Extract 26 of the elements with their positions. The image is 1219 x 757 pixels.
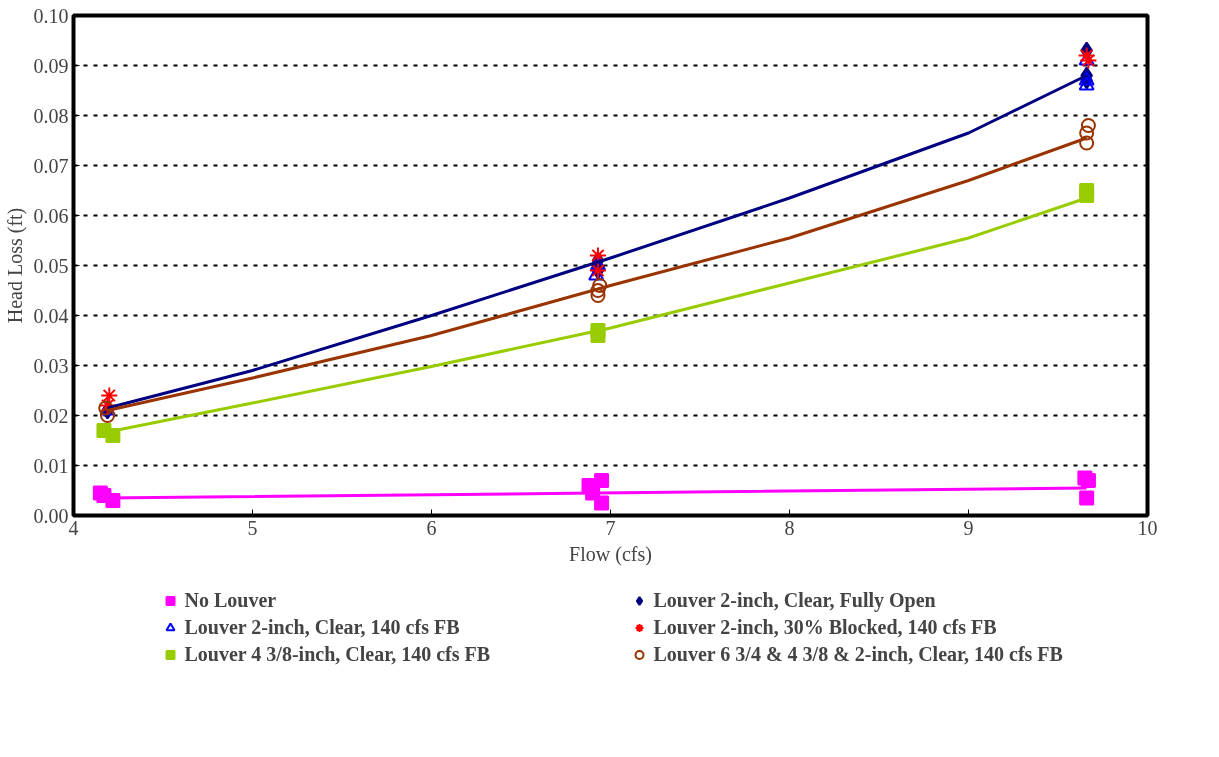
y-tick-label: 0.10 — [33, 4, 69, 27]
y-tick-label: 0.04 — [33, 304, 69, 327]
legend-label: No Louver — [184, 588, 278, 612]
legend-label: Louver 4 3/8-inch, Clear, 140 cfs FB — [184, 642, 492, 666]
x-tick-label: 9 — [963, 516, 974, 539]
legend-label: Louver 2-inch, 30% Blocked, 140 cfs FB — [653, 615, 998, 639]
legend-label: Louver 6 3/4 & 4 3/8 & 2-inch, Clear, 140 cfs FB — [653, 642, 1064, 666]
y-tick-label: 0.02 — [33, 404, 69, 427]
x-tick-label: 4 — [68, 516, 79, 539]
legend-label: Louver 2-inch, Clear, Fully Open — [653, 588, 937, 612]
y-tick-label: 0.03 — [33, 354, 69, 377]
x-tick-label: 10 — [1137, 516, 1158, 539]
y-tick-label: 0.05 — [33, 254, 69, 277]
y-tick-label: 0.07 — [33, 154, 69, 177]
y-tick-label: 0.09 — [33, 54, 69, 77]
x-axis-title: Flow (cfs) — [569, 542, 652, 566]
x-tick-label: 6 — [426, 516, 437, 539]
y-axis-title: Head Loss (ft) — [3, 207, 27, 324]
y-tick-label: 0.08 — [33, 104, 69, 127]
x-tick-label: 8 — [784, 516, 795, 539]
y-tick-label: 0.06 — [33, 204, 69, 227]
legend-label: Louver 2-inch, Clear, 140 cfs FB — [184, 615, 461, 639]
y-tick-label: 0.00 — [33, 504, 69, 527]
x-tick-label: 5 — [247, 516, 258, 539]
x-tick-label: 7 — [605, 516, 616, 539]
y-tick-label: 0.01 — [33, 454, 69, 477]
